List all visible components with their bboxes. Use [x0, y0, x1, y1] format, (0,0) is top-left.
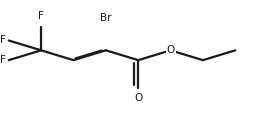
Text: O: O	[166, 45, 175, 55]
Text: F: F	[0, 55, 6, 65]
Text: F: F	[0, 36, 6, 46]
Text: F: F	[38, 11, 44, 21]
Text: O: O	[134, 93, 142, 103]
Text: Br: Br	[100, 13, 112, 23]
